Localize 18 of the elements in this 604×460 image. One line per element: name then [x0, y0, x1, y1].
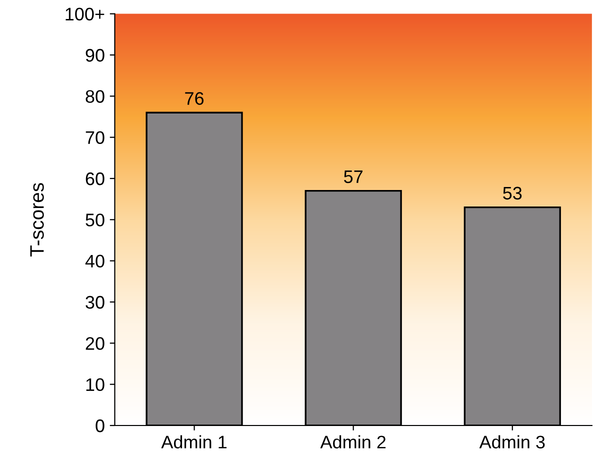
y-tick-label: 40: [85, 254, 104, 268]
y-tick-label: 60: [86, 172, 104, 186]
data-label: 53: [503, 186, 522, 200]
y-tick-label: 0: [96, 419, 104, 432]
x-tick-label: Admin 2: [320, 435, 386, 448]
y-tick-label: 90: [86, 48, 104, 62]
data-label: 76: [185, 92, 204, 105]
y-tick-label: 20: [86, 337, 104, 350]
y-tick-label: 10: [86, 378, 104, 392]
y-tick-label: 30: [86, 296, 104, 309]
x-tick-label: Admin 3: [479, 435, 545, 448]
data-label: 57: [344, 170, 362, 184]
y-axis-title: T-scores: [30, 183, 44, 256]
x-tick-label: Admin 1: [161, 435, 227, 448]
y-tick-label: 80: [86, 90, 104, 103]
y-tick-label: 100+: [66, 8, 104, 21]
y-tick-label: 70: [86, 131, 104, 144]
y-tick-label: 50: [86, 214, 104, 226]
